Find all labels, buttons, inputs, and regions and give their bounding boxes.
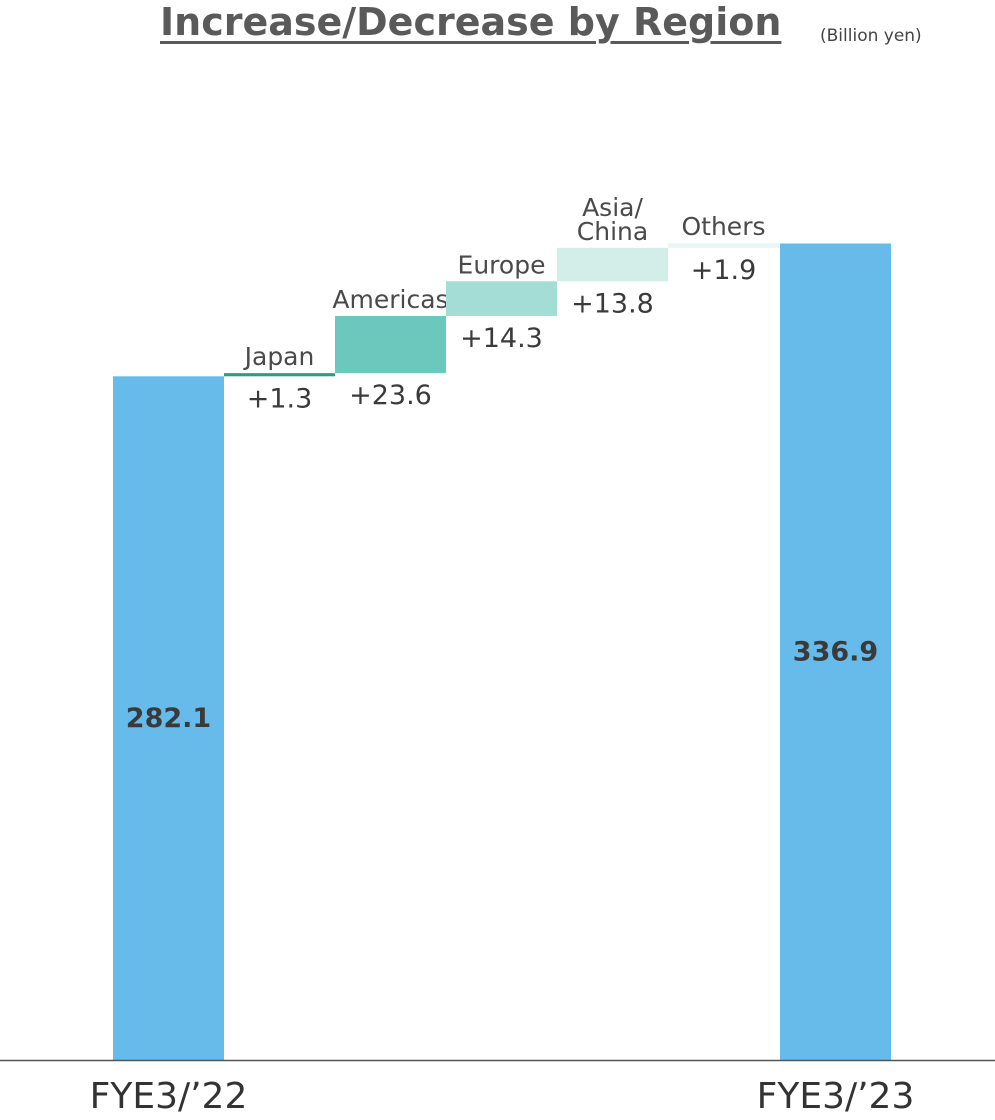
- x-axis-label-start: FYE3/’22: [90, 1076, 248, 1117]
- step-category-label: Americas: [332, 285, 448, 314]
- bar-step: [224, 373, 335, 377]
- step-category-label: Europe: [458, 250, 546, 279]
- step-delta-label: +13.8: [571, 288, 654, 319]
- step-delta-label: +1.9: [691, 255, 757, 286]
- step-category-label: China: [577, 217, 648, 246]
- bar-start: [113, 376, 224, 1060]
- step-delta-label: +14.3: [460, 323, 543, 354]
- bar-end: [780, 243, 891, 1061]
- bar-step: [557, 247, 668, 282]
- step-delta-label: +23.6: [349, 380, 432, 411]
- bar-step: [668, 243, 779, 248]
- step-category-label: Asia/: [582, 193, 643, 222]
- step-delta-label: +1.3: [247, 383, 313, 414]
- step-category-label: Others: [681, 212, 765, 241]
- unit-label: (Billion yen): [820, 26, 922, 46]
- bar-start-value-label: 282.1: [126, 703, 211, 734]
- bar-step: [335, 315, 446, 374]
- step-category-label: Japan: [243, 342, 315, 371]
- bar-end-value-label: 336.9: [793, 637, 878, 668]
- bar-step: [446, 281, 557, 316]
- chart-title: Increase/Decrease by Region: [160, 0, 782, 44]
- x-axis-label-end: FYE3/’23: [757, 1076, 915, 1117]
